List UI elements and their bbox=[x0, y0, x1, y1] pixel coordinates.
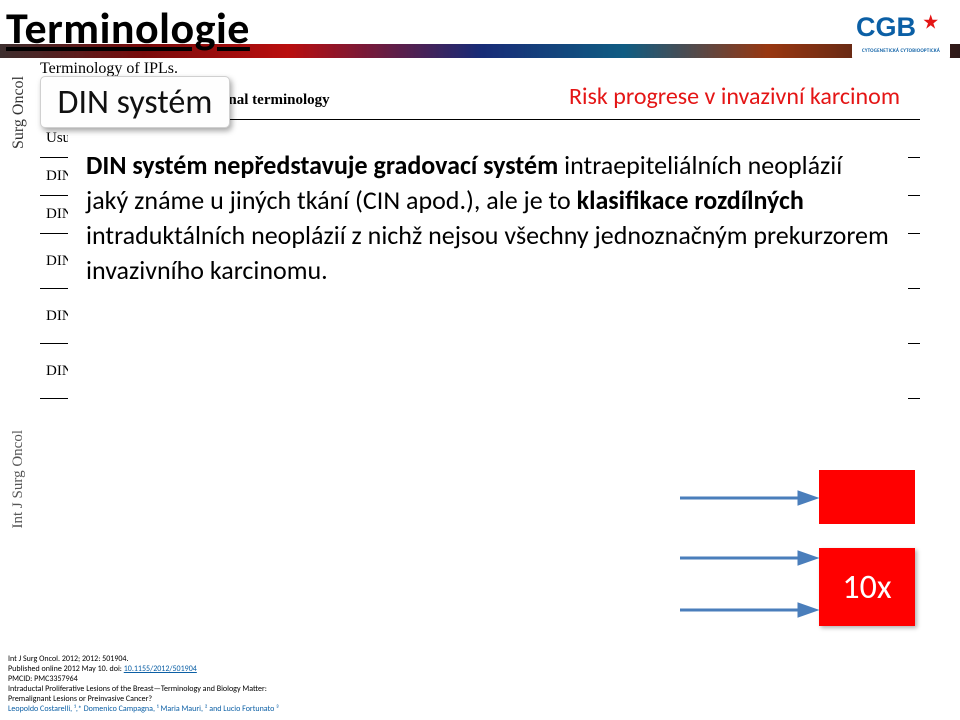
arrow-icon bbox=[680, 600, 820, 620]
overlay-text2: intraduktálních neoplázií z nichž nejsou… bbox=[86, 219, 889, 286]
cite-line: Published online 2012 May 10. doi: bbox=[8, 664, 124, 674]
arrow-icon bbox=[680, 548, 820, 568]
din-system-chip: DIN systém bbox=[40, 76, 230, 128]
overlay-bold1: DIN systém nepředstavuje gradovací systé… bbox=[86, 149, 558, 181]
citation-block: Int J Surg Oncol. 2012; 2012: 501904. Pu… bbox=[8, 654, 279, 714]
star-icon bbox=[924, 14, 938, 28]
logo-letters: CGB bbox=[856, 12, 916, 42]
cite-authors: Leopoldo Costarelli, ¹,* Domenico Campag… bbox=[8, 704, 279, 714]
side-label-surg: Surg Oncol bbox=[10, 76, 28, 149]
doi-link[interactable]: 10.1155/2012/501904 bbox=[124, 664, 197, 674]
cite-line: PMCID: PMC3357964 bbox=[8, 674, 279, 684]
cite-line: Premalignant Lesions or Preinvasive Canc… bbox=[8, 694, 279, 704]
risk-box-1 bbox=[819, 470, 915, 524]
ten-x-badge: 10x bbox=[819, 548, 915, 626]
logo-subtitle: CYTOGENETICKÁ CYTOBIOOPTICKÁ bbox=[862, 48, 940, 54]
page-title: Terminologie bbox=[0, 1, 250, 55]
side-label-intj: Int J Surg Oncol bbox=[10, 430, 27, 528]
overlay-explanation: DIN systém nepředstavuje gradovací systé… bbox=[68, 120, 908, 460]
cite-line: Int J Surg Oncol. 2012; 2012: 501904. bbox=[8, 654, 279, 664]
risk-progression-label: Risk progrese v invazivní karcinom bbox=[569, 82, 900, 111]
cgb-logo: CGB CYTOGENETICKÁ CYTOBIOOPTICKÁ bbox=[852, 2, 950, 60]
arrow-icon bbox=[680, 488, 820, 508]
cite-line: Intraductal Proliferative Lesions of the… bbox=[8, 684, 279, 694]
overlay-bold2: klasifikace rozdílných bbox=[577, 184, 804, 216]
